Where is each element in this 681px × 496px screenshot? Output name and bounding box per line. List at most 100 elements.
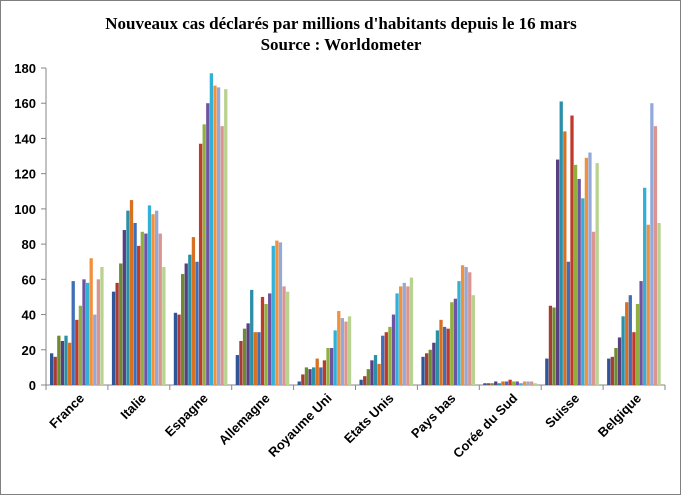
bar [533,383,537,385]
bar [584,157,589,385]
y-tick-label: 40 [22,308,36,323]
bar [133,222,137,385]
bar [67,342,72,385]
bar [151,214,155,385]
bar [588,152,592,385]
y-tick-label: 80 [22,237,36,252]
bar [177,314,181,385]
bar [275,240,279,385]
bar [202,124,206,386]
bar [421,356,425,385]
bar [621,316,625,385]
bar [96,279,100,385]
bar [530,381,534,385]
bar [639,281,643,385]
bar [657,222,661,385]
bar [439,319,443,385]
bar [653,126,658,386]
bar [184,263,188,385]
bar [522,381,527,385]
bar [384,332,388,385]
bar [308,369,312,385]
bar [180,274,185,385]
bar [373,355,378,385]
y-tick-label: 180 [14,61,36,76]
bar [129,200,134,385]
bar [545,358,549,385]
bar [122,230,126,385]
x-tick-label: Suisse [542,391,582,431]
bar [304,367,309,385]
bar [140,231,144,385]
bar [216,87,221,386]
y-tick-label: 0 [29,378,36,393]
bar [82,279,86,385]
x-tick-label: France [46,391,87,432]
bar [158,233,162,385]
bar [635,303,640,385]
bar [632,332,636,385]
bar [366,369,370,385]
bar [646,224,650,385]
bar [402,282,406,385]
bar [457,281,461,385]
x-tick-label: Espagne [162,391,211,440]
bar [347,316,352,385]
bar [144,233,148,385]
bar [250,289,254,385]
y-tick-label: 100 [14,202,36,217]
bar [614,348,618,385]
x-tick-label: Corée du Sud [450,390,520,460]
bar [286,291,290,385]
bar [257,332,261,385]
bar [468,272,472,385]
bar [311,367,316,385]
bar [57,335,61,385]
bar [242,328,247,385]
x-tick-label: Pays bas [408,391,458,441]
bars [50,73,661,386]
bar [326,348,330,385]
bar [93,314,97,385]
bar [50,353,54,385]
bar [60,340,65,385]
bar [198,143,203,385]
bar [595,163,599,385]
bar [359,379,363,385]
bar [563,131,567,385]
x-tick-label: Italie [117,391,149,423]
bar [617,337,622,385]
bar [271,245,275,385]
bar [497,383,501,385]
bar [450,302,454,385]
bar [224,89,228,385]
bar [643,187,647,385]
bar [213,85,217,386]
bar [526,381,530,385]
bar [155,210,159,385]
bar [344,321,348,385]
bar [628,295,632,385]
bar [625,302,629,385]
bar [435,330,440,385]
bar [591,231,596,385]
bar [239,340,243,385]
bar [581,198,585,385]
bar [508,379,512,385]
bar [126,210,130,385]
bar [220,126,224,386]
bar [115,282,119,385]
bar [78,305,83,385]
bar [85,282,90,385]
bar [381,335,385,385]
bar [548,305,553,385]
bar [559,101,563,386]
bar [119,263,123,385]
bar [577,178,581,385]
bar [278,242,283,385]
y-tick-label: 20 [22,343,36,358]
bar [64,335,68,385]
